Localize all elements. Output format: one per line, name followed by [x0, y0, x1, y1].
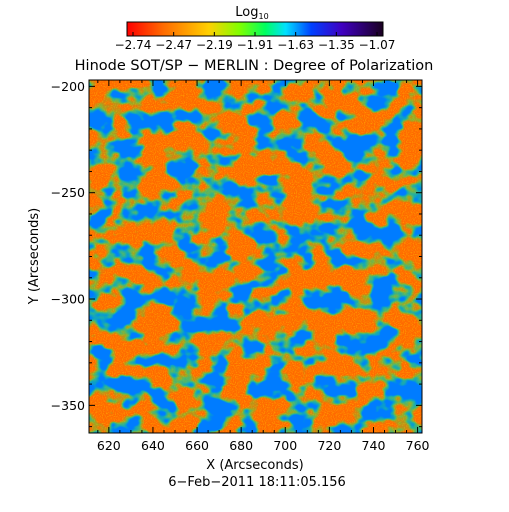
chart-title: Hinode SOT/SP − MERLIN : Degree of Polar…: [75, 58, 434, 74]
x-axis-label: X (Arcseconds): [206, 458, 303, 473]
y-axis-ticks: −200 −250 −300 −350: [51, 79, 422, 428]
colorbar-tick-label: −2.47: [155, 38, 192, 52]
colorbar: Log10 −2.74 −2.47 −2.19 −1.91 −1.63 −1.35 −1.0…: [115, 5, 396, 52]
x-tick-label: 680: [229, 438, 253, 453]
colorbar-label-sub: 10: [259, 12, 269, 21]
footer-timestamp: 6−Feb−2011 18:11:05.156: [168, 475, 346, 490]
heatmap: [89, 80, 422, 433]
colorbar-label-main: Log: [235, 5, 258, 20]
x-tick-label: 740: [362, 438, 386, 453]
x-tick-label: 660: [185, 438, 209, 453]
colorbar-tick-label: −2.74: [115, 38, 152, 52]
colorbar-ticks: [132, 32, 378, 36]
colorbar-tick-label: −2.19: [196, 38, 233, 52]
y-tick-label: −250: [51, 185, 85, 200]
y-axis-label: Y (Arcseconds): [27, 208, 42, 305]
colorbar-label: Log10: [235, 5, 268, 21]
y-tick-label: −350: [51, 398, 85, 413]
colorbar-tick-label: −1.35: [318, 38, 355, 52]
heatmap-blue-regions: [89, 80, 422, 433]
colorbar-tick-labels: −2.74 −2.47 −2.19 −1.91 −1.63 −1.35 −1.07: [115, 38, 396, 52]
y-tick-label: −300: [51, 292, 85, 307]
colorbar-tick-label: −1.91: [237, 38, 274, 52]
x-tick-label: 640: [141, 438, 165, 453]
x-tick-label: 760: [406, 438, 430, 453]
x-axis-ticks: 620 640 660 680 700 720 740 760: [97, 80, 430, 453]
y-tick-label: −200: [51, 79, 85, 94]
x-tick-label: 620: [97, 438, 121, 453]
colorbar-tick-label: −1.63: [277, 38, 314, 52]
x-tick-label: 720: [317, 438, 341, 453]
colorbar-tick-label: −1.07: [359, 38, 396, 52]
x-tick-label: 700: [273, 438, 297, 453]
